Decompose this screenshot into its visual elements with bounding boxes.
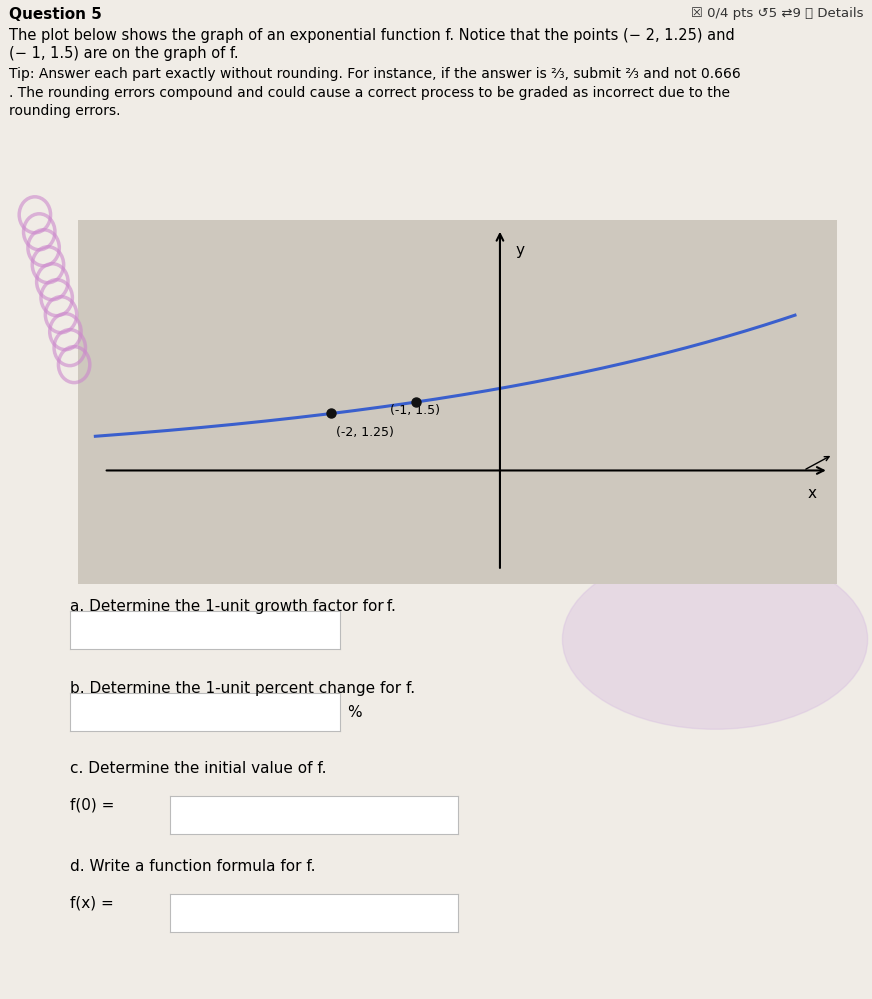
Text: d. Write a function formula for f.: d. Write a function formula for f. (70, 859, 316, 874)
Text: ☒ 0/4 pts ↺5 ⇄9 ⓘ Details: ☒ 0/4 pts ↺5 ⇄9 ⓘ Details (691, 7, 863, 20)
Text: %: % (347, 704, 362, 720)
Text: Tip: Answer each part exactly without rounding. For instance, if the answer is ²: Tip: Answer each part exactly without ro… (9, 67, 740, 81)
Text: a. Determine the 1-unit growth factor for f.: a. Determine the 1-unit growth factor fo… (70, 599, 396, 614)
Text: x: x (807, 487, 816, 501)
Text: Question 5: Question 5 (9, 7, 102, 22)
Text: The plot below shows the graph of an exponential function f. Notice that the poi: The plot below shows the graph of an exp… (9, 28, 734, 43)
Text: b. Determine the 1-unit percent change for f.: b. Determine the 1-unit percent change f… (70, 681, 415, 696)
Text: f(0) =: f(0) = (70, 797, 114, 812)
Text: . The rounding errors compound and could cause a correct process to be graded as: . The rounding errors compound and could… (9, 86, 730, 100)
Text: (-2, 1.25): (-2, 1.25) (336, 427, 393, 440)
Text: y: y (515, 243, 524, 258)
Text: f(x) =: f(x) = (70, 895, 113, 910)
Text: (-1, 1.5): (-1, 1.5) (391, 405, 440, 418)
Text: rounding errors.: rounding errors. (9, 104, 120, 118)
Text: c. Determine the initial value of f.: c. Determine the initial value of f. (70, 761, 326, 776)
Text: (− 1, 1.5) are on the graph of f.: (− 1, 1.5) are on the graph of f. (9, 46, 238, 61)
